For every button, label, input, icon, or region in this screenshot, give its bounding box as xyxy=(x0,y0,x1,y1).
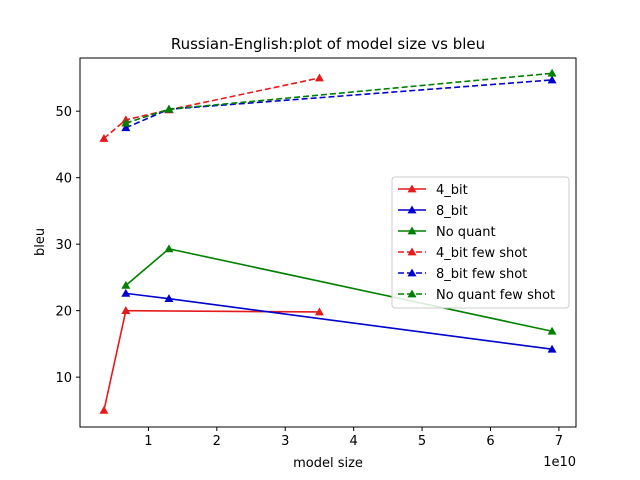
legend-marker-8-bit xyxy=(407,205,417,214)
point-no-quant-few-shot-1 xyxy=(164,104,174,113)
legend: 4_bit 8_bit No quant 4_bit few shot 8_bit fe… xyxy=(391,176,570,309)
legend-marker-no-quant xyxy=(407,226,417,235)
legend-label-8-bit: 8_bit xyxy=(436,204,468,219)
x-tick-label-0: 1 xyxy=(144,434,152,449)
x-tick-label-6: 7 xyxy=(555,434,563,449)
x-tick-label-3: 4 xyxy=(350,434,358,449)
legend-label-no-quant: No quant xyxy=(436,225,496,240)
x-tick-label-4: 5 xyxy=(418,434,426,449)
legend-label-8-bit-few-shot: 8_bit few shot xyxy=(436,267,527,282)
chart-title: Russian-English:plot of model size vs bl… xyxy=(171,35,485,53)
y-axis-ticks: 10 20 30 40 50 xyxy=(55,105,80,386)
point-no-quant-1 xyxy=(164,244,174,253)
x-tick-label-1: 2 xyxy=(213,434,221,449)
legend-marker-4-bit-few-shot xyxy=(407,247,417,256)
x-axis-offset-label: 1e10 xyxy=(543,455,576,470)
point-4-bit-few-shot-0 xyxy=(99,133,109,142)
x-tick-label-5: 6 xyxy=(486,434,494,449)
legend-marker-8-bit-few-shot xyxy=(407,268,417,277)
y-axis-label: bleu xyxy=(33,228,48,256)
x-axis-ticks: 1 2 3 4 5 6 7 xyxy=(144,427,563,449)
x-tick-label-2: 3 xyxy=(281,434,289,449)
point-8-bit-few-shot-2 xyxy=(547,75,557,84)
y-tick-label-1: 20 xyxy=(55,305,72,320)
point-no-quant-0 xyxy=(121,280,131,289)
y-tick-label-3: 40 xyxy=(55,172,72,187)
series-4-bit xyxy=(99,306,324,414)
legend-marker-no-quant-few-shot xyxy=(407,289,417,298)
series-line-4-bit-few-shot xyxy=(103,77,320,140)
series-8-bit xyxy=(121,288,557,353)
y-tick-label-4: 50 xyxy=(55,105,72,120)
point-8-bit-few-shot-0 xyxy=(121,123,131,132)
point-no-quant-few-shot-2 xyxy=(547,68,557,77)
legend-label-no-quant-few-shot: No quant few shot xyxy=(436,288,555,303)
point-4-bit-2 xyxy=(314,307,324,316)
legend-label-4-bit: 4_bit xyxy=(436,183,468,198)
x-axis-label: model size xyxy=(293,456,363,471)
point-4-bit-1 xyxy=(121,306,131,315)
legend-box xyxy=(391,176,570,309)
point-no-quant-few-shot-0 xyxy=(121,118,131,127)
plot-frame xyxy=(79,57,577,428)
point-4-bit-0 xyxy=(99,405,109,414)
point-8-bit-0 xyxy=(121,288,131,297)
legend-marker-4-bit xyxy=(407,184,417,193)
legend-label-4-bit-few-shot: 4_bit few shot xyxy=(436,246,527,261)
point-4-bit-few-shot-3 xyxy=(314,73,324,82)
y-tick-label-2: 30 xyxy=(55,238,72,253)
point-8-bit-2 xyxy=(547,344,557,353)
point-8-bit-1 xyxy=(164,294,174,303)
series-no-quant-few-shot xyxy=(121,68,557,127)
point-no-quant-2 xyxy=(547,326,557,335)
y-tick-label-0: 10 xyxy=(55,371,72,386)
